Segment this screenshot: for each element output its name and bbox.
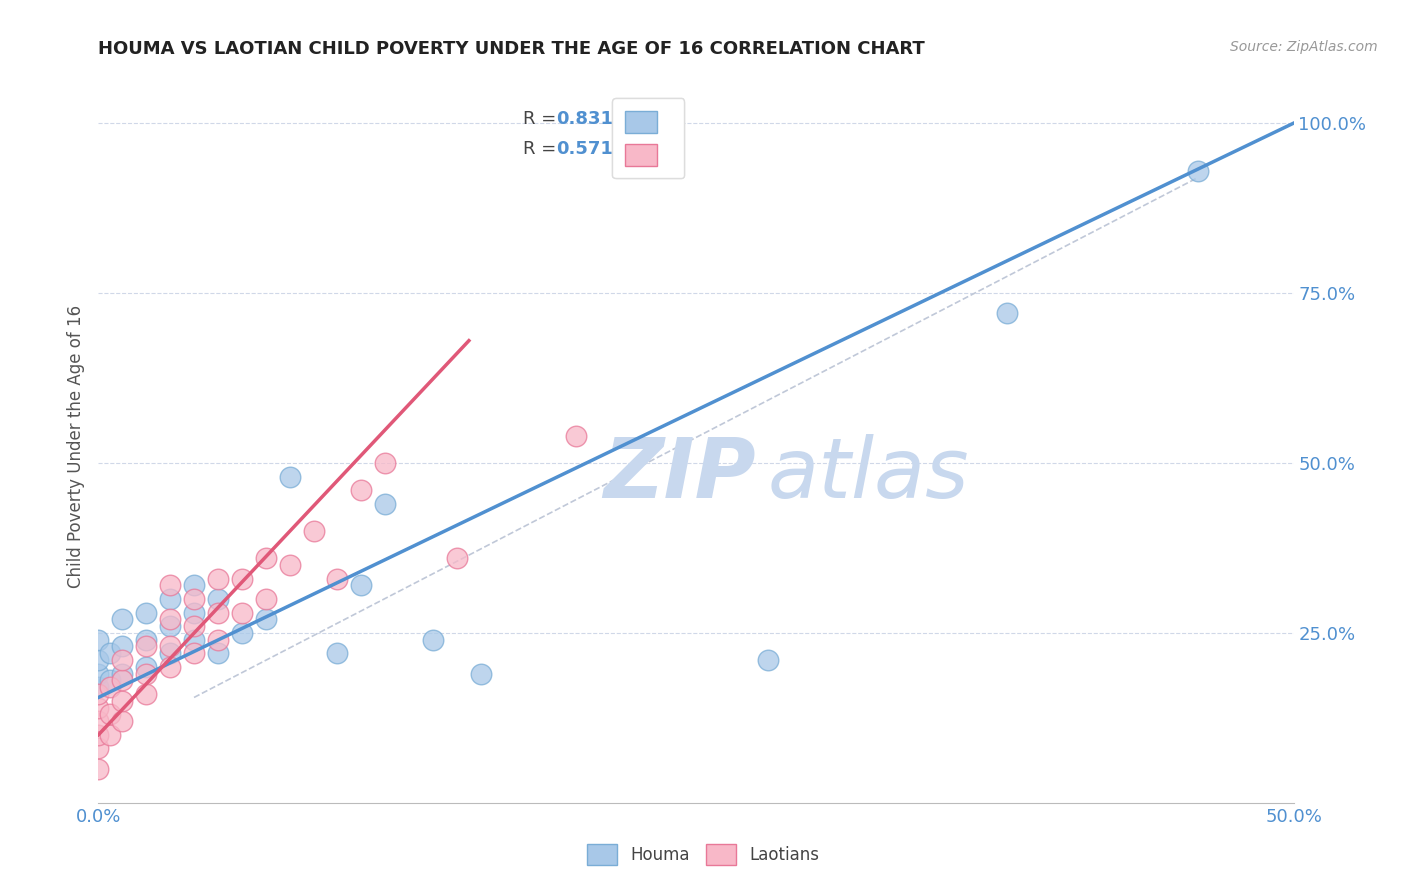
Point (254, 591, 277, 606)
Point (183, 619, 205, 633)
Point (207, 572, 229, 586)
Point (135, 660, 157, 674)
Point (159, 619, 181, 633)
Text: N =: N = (610, 111, 661, 128)
Point (350, 483, 373, 498)
Point (159, 591, 181, 606)
Point (159, 646, 181, 660)
Point (207, 646, 229, 660)
Text: 37: 37 (651, 140, 675, 158)
Point (231, 572, 253, 586)
Text: 0.831: 0.831 (557, 111, 613, 128)
Point (231, 626, 253, 640)
Point (183, 646, 205, 660)
Point (302, 524, 325, 538)
Y-axis label: Child Poverty Under the Age of 16: Child Poverty Under the Age of 16 (66, 304, 84, 588)
Point (278, 558, 301, 572)
Point (98, 680, 122, 694)
Text: R =: R = (523, 140, 561, 158)
Legend: , : , (612, 98, 685, 178)
Point (183, 591, 205, 606)
Point (111, 653, 134, 667)
Point (231, 606, 253, 620)
Point (326, 646, 349, 660)
Point (87, 741, 110, 756)
Point (207, 591, 229, 606)
Point (326, 572, 349, 586)
Legend: Houma, Laotians: Houma, Laotians (576, 834, 830, 875)
Point (87, 653, 110, 667)
Point (135, 632, 157, 647)
Text: R =: R = (523, 111, 561, 128)
Text: ZIP: ZIP (603, 434, 756, 515)
Text: Source: ZipAtlas.com: Source: ZipAtlas.com (1230, 40, 1378, 54)
Point (756, 653, 779, 667)
Point (254, 551, 277, 566)
Point (111, 673, 134, 688)
Point (135, 606, 157, 620)
Point (87, 687, 110, 701)
Point (183, 606, 205, 620)
Point (111, 666, 134, 681)
Point (254, 612, 277, 626)
Point (995, 306, 1018, 320)
Point (446, 551, 468, 566)
Point (159, 640, 181, 654)
Text: 31: 31 (651, 111, 675, 128)
Point (111, 612, 134, 626)
Point (87, 700, 110, 714)
Point (374, 497, 396, 511)
Point (87, 680, 110, 694)
Point (98, 646, 122, 660)
Point (111, 694, 134, 708)
Text: N =: N = (610, 140, 661, 158)
Point (87, 762, 110, 776)
Point (350, 578, 373, 592)
Point (565, 429, 588, 443)
Point (159, 612, 181, 626)
Point (87, 666, 110, 681)
Point (422, 632, 444, 647)
Point (159, 660, 181, 674)
Point (470, 666, 492, 681)
Point (111, 714, 134, 729)
Point (135, 687, 157, 701)
Point (135, 640, 157, 654)
Point (207, 632, 229, 647)
Point (135, 666, 157, 681)
Point (98, 673, 122, 688)
Point (207, 606, 229, 620)
Point (98, 728, 122, 742)
Text: atlas: atlas (768, 434, 969, 515)
Point (111, 640, 134, 654)
Point (374, 456, 396, 470)
Point (87, 714, 110, 729)
Point (159, 578, 181, 592)
Point (278, 469, 301, 483)
Text: HOUMA VS LAOTIAN CHILD POVERTY UNDER THE AGE OF 16 CORRELATION CHART: HOUMA VS LAOTIAN CHILD POVERTY UNDER THE… (98, 40, 925, 58)
Point (183, 578, 205, 592)
Point (87, 632, 110, 647)
Text: 0.571: 0.571 (557, 140, 613, 158)
Point (87, 728, 110, 742)
Point (98, 707, 122, 722)
Point (1187, 163, 1209, 178)
Point (183, 632, 205, 647)
